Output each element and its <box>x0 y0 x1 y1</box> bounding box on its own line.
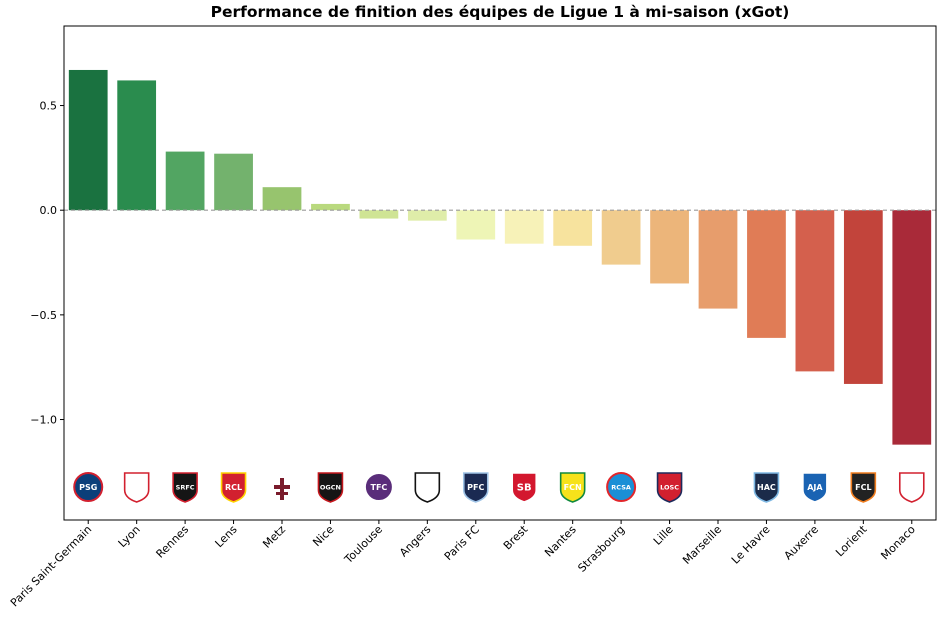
strasbourg-logo-icon: RCSA <box>606 472 637 502</box>
x-tick-label-paris-saint-germain: Paris Saint-Germain <box>8 523 94 609</box>
brest-logo-icon: SB <box>511 472 538 503</box>
x-tick-label-le-havre: Le Havre <box>729 523 773 567</box>
svg-text:OM: OM <box>704 478 732 496</box>
x-tick-label-metz: Metz <box>260 523 288 551</box>
x-axis: Paris Saint-Germain Lyon Rennes Lens Metz Nic… <box>8 520 918 609</box>
bar-toulouse <box>359 210 399 219</box>
lehavre-logo-icon: HAC <box>753 472 780 503</box>
svg-text:OL: OL <box>129 483 145 494</box>
svg-text:SB: SB <box>517 483 532 494</box>
bar-monaco <box>892 210 932 445</box>
nice-logo-icon: OGCN <box>317 472 344 503</box>
team-logos: PSG OL SRFC RCL Fc Metz OGCN TFC SCO PFC SB FCN RCS… <box>73 470 925 503</box>
x-tick-label-nice: Nice <box>310 523 336 549</box>
bar-nantes <box>553 210 593 246</box>
bar-le-havre <box>747 210 786 338</box>
bar-paris-saint-germain <box>68 69 108 211</box>
lorient-logo-icon: FCL <box>850 472 877 503</box>
svg-text:RCSA: RCSA <box>611 483 631 491</box>
metz-logo-icon: Fc Metz <box>269 470 296 500</box>
bar-lorient <box>843 210 883 384</box>
x-tick-label-lille: Lille <box>651 523 676 548</box>
svg-text:SCO: SCO <box>418 483 437 492</box>
bar-paris-fc <box>456 210 496 240</box>
bar-brest <box>504 210 544 244</box>
svg-text:FCL: FCL <box>855 483 871 492</box>
x-tick-label-marseille: Marseille <box>680 523 724 567</box>
svg-text:TFC: TFC <box>370 483 387 492</box>
angers-logo-icon: SCO <box>414 472 441 503</box>
x-tick-label-lyon: Lyon <box>116 523 143 550</box>
bar-lille <box>650 210 689 284</box>
svg-text:HAC: HAC <box>757 483 776 492</box>
x-tick-label-auxerre: Auxerre <box>782 523 822 563</box>
svg-text:RCL: RCL <box>225 483 242 492</box>
x-tick-label-nantes: Nantes <box>542 523 579 560</box>
bar-strasbourg <box>601 210 641 265</box>
bar-auxerre <box>795 210 835 372</box>
bar-rennes <box>165 151 205 211</box>
x-tick-label-toulouse: Toulouse <box>341 523 385 567</box>
bar-metz <box>262 187 302 211</box>
nantes-logo-icon: FCN <box>559 472 586 503</box>
ol-logo-icon: OL <box>123 472 150 503</box>
x-tick-label-strasbourg: Strasbourg <box>575 523 627 575</box>
chart-title: Performance de finition des équipes de L… <box>211 3 790 21</box>
bars <box>68 69 932 445</box>
svg-text:Fc Metz: Fc Metz <box>269 470 296 477</box>
svg-text:OGCN: OGCN <box>320 483 341 491</box>
y-tick-label: −0.5 <box>30 309 57 322</box>
psg-logo-icon: PSG <box>73 472 104 502</box>
y-tick-label: 0.5 <box>40 100 58 113</box>
y-tick-label: 0.0 <box>40 204 58 217</box>
x-tick-label-lorient: Lorient <box>833 522 870 559</box>
bar-marseille <box>698 210 738 309</box>
svg-text:AJA: AJA <box>807 483 823 492</box>
toulouse-logo-icon: TFC <box>363 472 394 502</box>
lens-logo-icon: RCL <box>220 472 247 503</box>
svg-text:PSG: PSG <box>79 483 97 492</box>
plot-frame <box>63 25 937 521</box>
x-tick-label-lens: Lens <box>213 523 240 550</box>
y-tick-label: −1.0 <box>30 414 57 427</box>
svg-text:ASM: ASM <box>902 483 922 492</box>
rennes-logo-icon: SRFC <box>172 472 198 503</box>
x-tick-label-rennes: Rennes <box>154 523 192 561</box>
svg-text:PFC: PFC <box>467 483 484 492</box>
svg-text:SRFC: SRFC <box>176 483 195 491</box>
auxerre-logo-icon: AJA <box>802 472 828 503</box>
x-tick-label-brest: Brest <box>501 522 531 552</box>
bar-angers <box>407 210 447 221</box>
bar-lyon <box>117 80 157 211</box>
lille-logo-icon: LOSC <box>656 472 683 503</box>
x-tick-label-angers: Angers <box>397 523 434 560</box>
bar-nice <box>311 203 350 211</box>
x-tick-label-paris-fc: Paris FC <box>442 523 482 563</box>
parisfc-logo-icon: PFC <box>462 472 489 503</box>
x-tick-label-monaco: Monaco <box>879 523 919 563</box>
y-axis: 0.5 0.0 −0.5 −1.0 <box>30 100 64 427</box>
bar-lens <box>214 153 253 211</box>
svg-text:LOSC: LOSC <box>660 483 679 491</box>
svg-text:FCN: FCN <box>564 483 582 492</box>
marseille-logo-icon: OM <box>704 478 732 496</box>
monaco-logo-icon: ASM <box>898 472 925 503</box>
